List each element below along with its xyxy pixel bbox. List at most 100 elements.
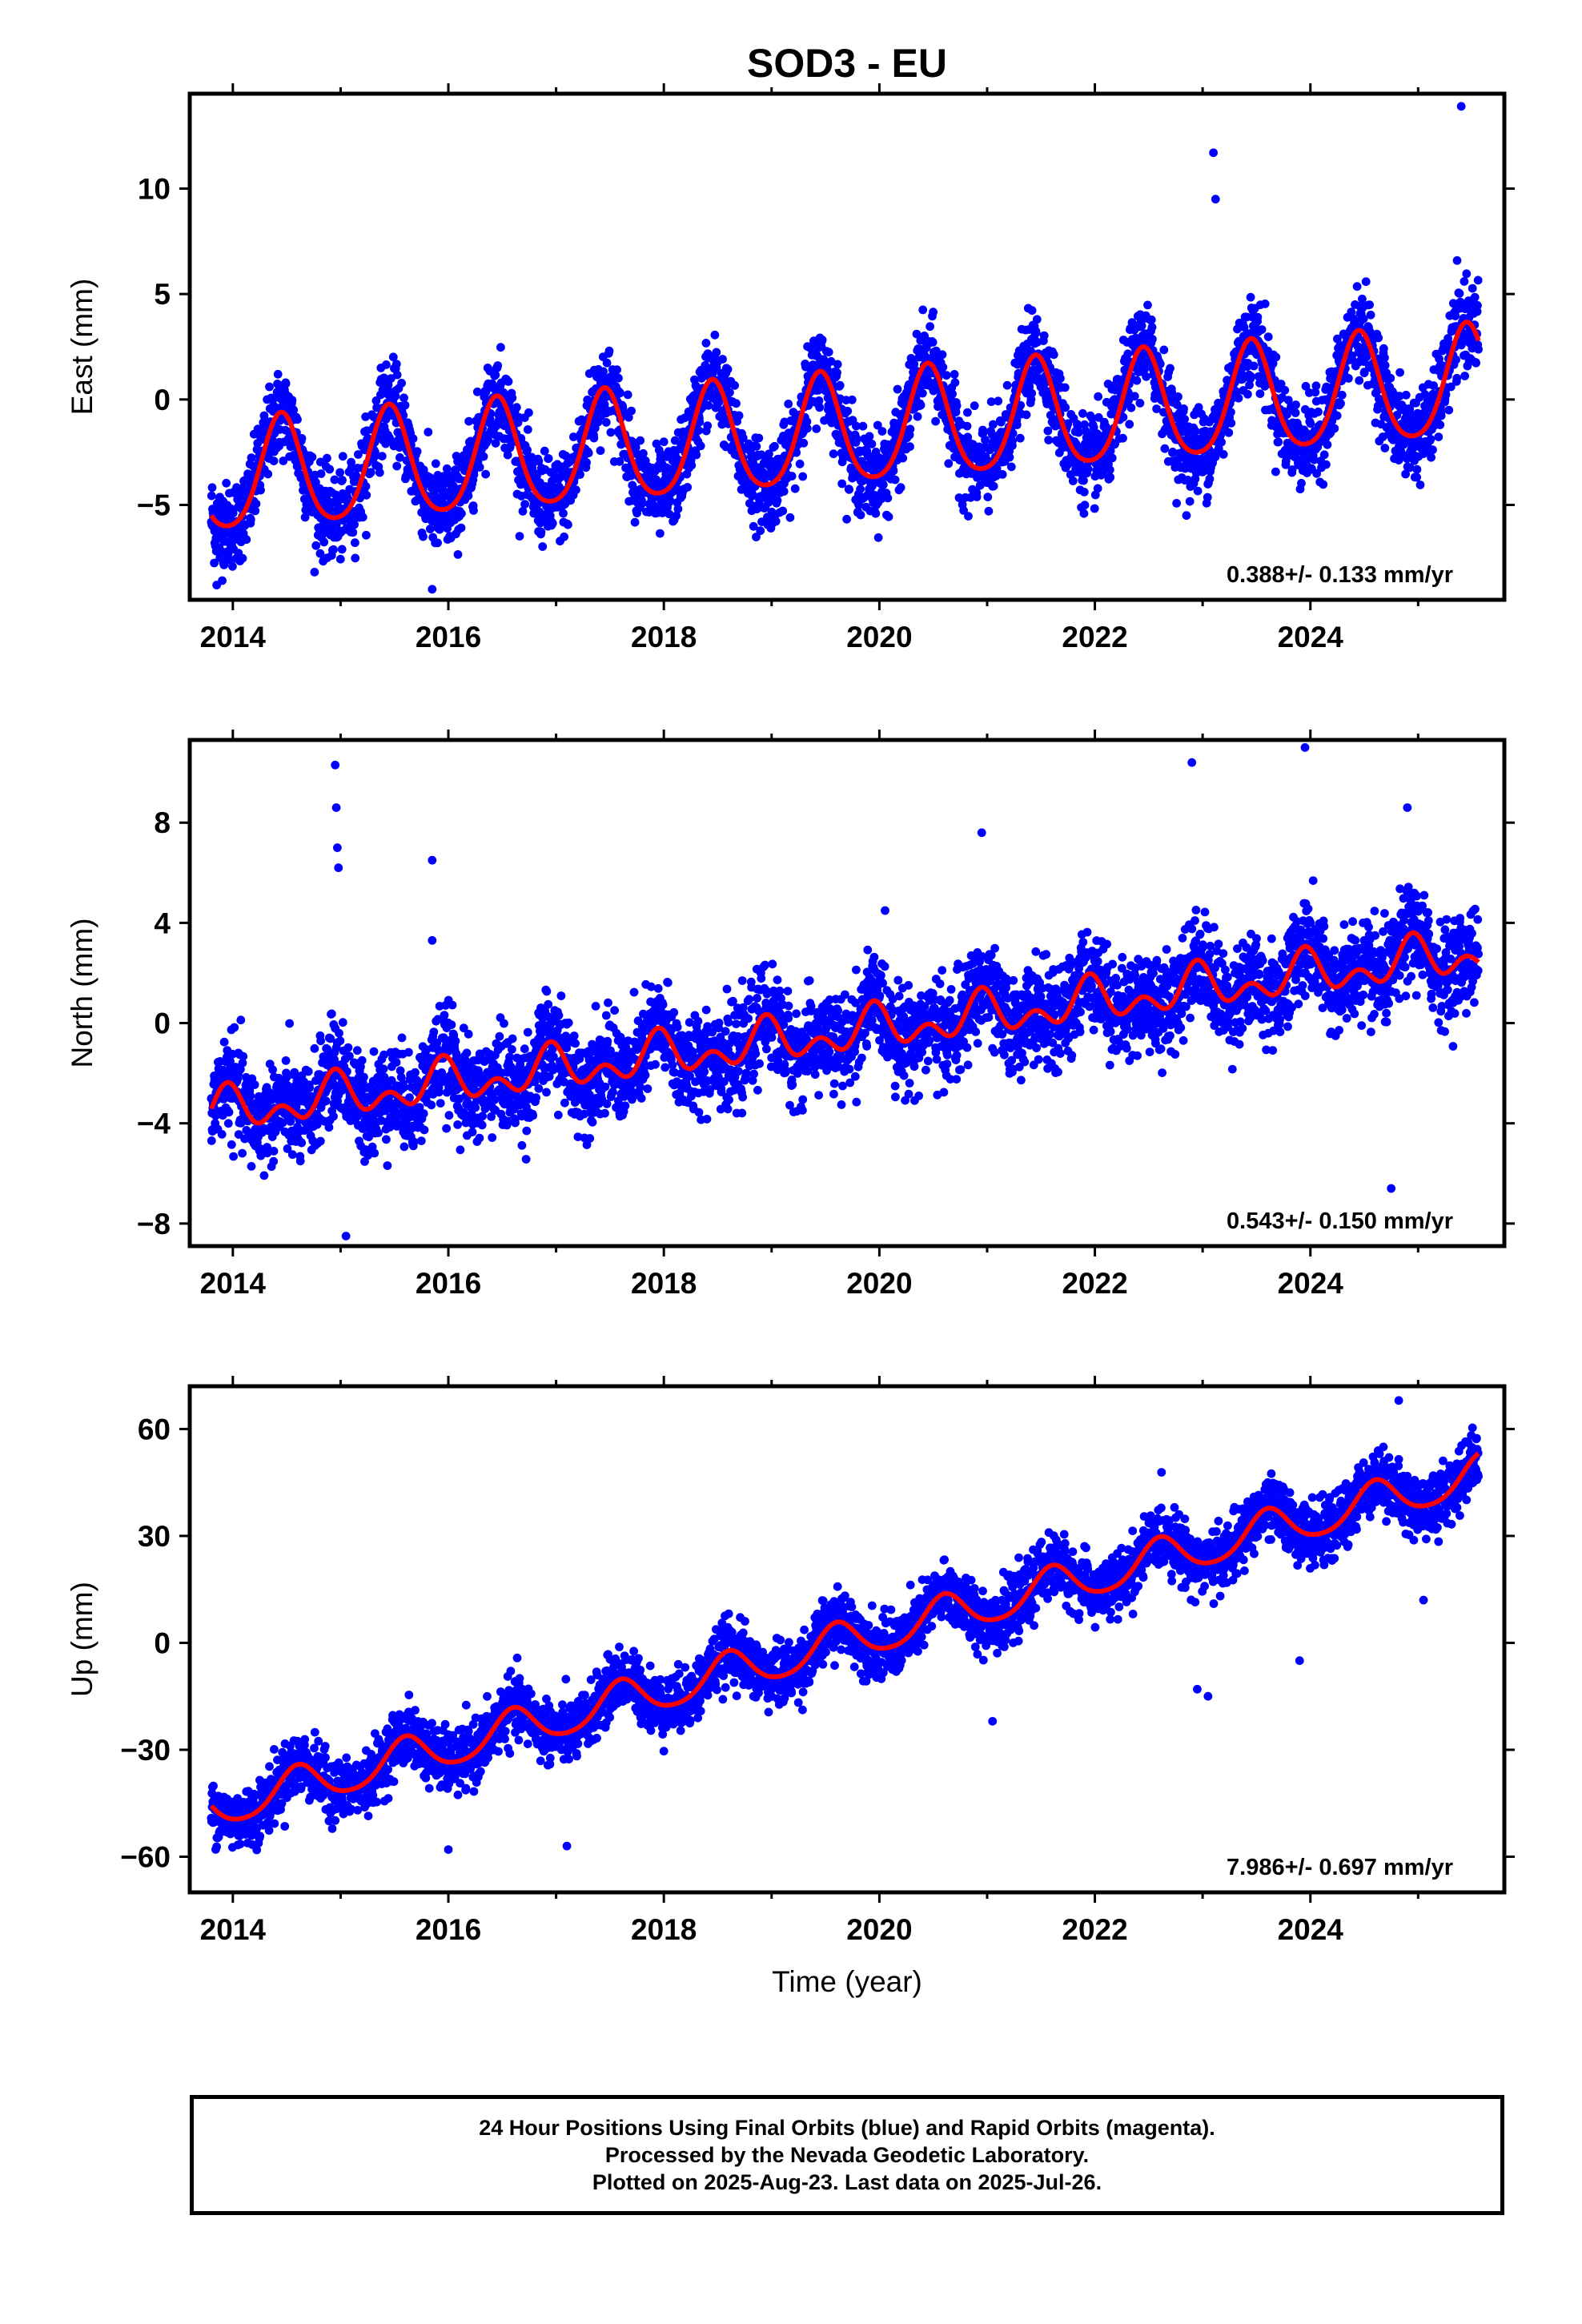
data-point <box>247 453 256 462</box>
data-point <box>833 360 842 369</box>
data-point <box>225 555 235 565</box>
data-point <box>773 496 782 505</box>
data-point <box>256 485 265 495</box>
data-point <box>265 382 274 392</box>
data-point <box>1452 373 1462 383</box>
data-point <box>238 553 247 563</box>
data-point <box>1002 380 1012 390</box>
data-point <box>212 581 222 589</box>
data-point <box>757 450 766 460</box>
data-point <box>1281 456 1291 466</box>
data-point <box>898 453 908 463</box>
data-point <box>351 538 359 548</box>
data-point <box>564 520 572 529</box>
data-point <box>215 553 225 562</box>
data-point <box>683 483 693 492</box>
data-point <box>1355 376 1364 385</box>
data-point <box>1352 282 1362 292</box>
data-point <box>269 456 279 465</box>
data-point <box>223 1119 233 1128</box>
data-point <box>290 1068 299 1077</box>
data-point <box>269 1147 279 1156</box>
data-point <box>246 515 255 525</box>
data-point <box>1063 419 1073 428</box>
data-point <box>315 1136 325 1146</box>
data-point <box>771 517 781 526</box>
data-point <box>251 499 261 509</box>
data-point <box>1080 501 1090 510</box>
data-point <box>687 460 697 470</box>
data-point <box>893 384 902 394</box>
data-point <box>826 356 836 366</box>
data-point <box>1137 321 1146 331</box>
data-point <box>1380 353 1389 363</box>
data-point <box>289 405 299 415</box>
data-point <box>572 485 580 495</box>
data-point <box>1245 380 1254 390</box>
data-point <box>615 456 624 466</box>
y-tick-label: −5 <box>137 489 171 522</box>
data-point <box>1146 315 1156 324</box>
data-point <box>730 380 739 390</box>
x-tick-label: 2018 <box>631 621 697 653</box>
data-point <box>491 370 500 380</box>
data-point <box>1336 399 1345 408</box>
data-point <box>1168 448 1178 456</box>
data-point <box>1374 333 1383 343</box>
data-point <box>1106 472 1115 482</box>
data-point <box>1060 383 1070 392</box>
data-point <box>412 447 422 456</box>
data-point <box>357 1055 367 1065</box>
data-point <box>952 401 962 411</box>
data-point <box>1227 418 1236 428</box>
data-point <box>596 446 605 456</box>
rate-label: 0.388+/- 0.133 mm/yr <box>1227 562 1453 588</box>
data-point <box>1224 428 1234 437</box>
data-point <box>1291 408 1300 417</box>
data-point <box>665 496 675 505</box>
data-point <box>397 379 406 388</box>
data-point <box>1428 445 1437 455</box>
data-point <box>694 426 704 435</box>
data-point <box>540 446 549 456</box>
data-point <box>1203 493 1212 502</box>
data-point <box>297 434 307 443</box>
data-point <box>627 406 636 416</box>
data-point <box>560 532 568 541</box>
data-point <box>238 1148 247 1158</box>
data-point <box>1205 474 1215 484</box>
data-point <box>1311 381 1321 391</box>
data-point <box>1271 467 1280 476</box>
data-point <box>1238 375 1247 384</box>
data-point <box>951 408 961 416</box>
data-point <box>1147 323 1157 332</box>
data-point <box>718 355 727 364</box>
data-point <box>981 435 990 444</box>
data-point <box>1276 380 1286 388</box>
data-point <box>338 1018 347 1027</box>
data-point <box>1291 400 1300 409</box>
data-point <box>1271 352 1281 362</box>
data-point <box>1132 376 1142 385</box>
data-point <box>1185 497 1195 506</box>
data-point <box>1323 440 1332 449</box>
data-point <box>325 464 335 474</box>
data-points <box>207 742 1483 1240</box>
data-point <box>929 308 938 317</box>
data-point <box>1074 428 1083 437</box>
data-point <box>584 448 593 458</box>
data-point <box>812 424 821 433</box>
data-point <box>913 412 922 421</box>
data-point <box>637 496 646 505</box>
data-point <box>928 338 938 347</box>
data-point <box>1194 403 1203 412</box>
data-point <box>464 416 473 426</box>
data-point <box>1306 419 1315 428</box>
data-point <box>456 523 466 533</box>
data-point <box>300 513 310 522</box>
data-point <box>1311 388 1320 397</box>
data-point <box>878 480 888 489</box>
data-point <box>994 396 1003 406</box>
data-point <box>310 1043 319 1053</box>
